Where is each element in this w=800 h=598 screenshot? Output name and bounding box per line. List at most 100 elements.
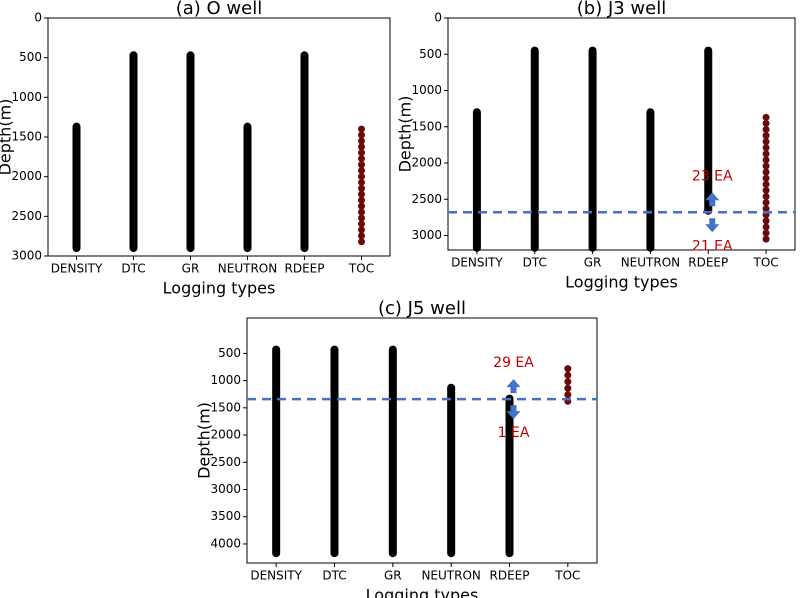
- y-tick-label: 2500: [411, 192, 442, 206]
- plot-frame: [246, 317, 598, 564]
- y-tick-label: 2000: [411, 156, 442, 170]
- x-tick-label: RDEEP: [490, 569, 530, 583]
- toc-dot: [762, 235, 770, 243]
- toc-samples: [358, 125, 365, 246]
- toc-dot: [358, 149, 365, 157]
- arrow-up: [506, 379, 521, 394]
- y-tick-label: 1000: [210, 373, 241, 387]
- toc-dot: [762, 180, 770, 188]
- x-tick-label: DTC: [322, 569, 346, 583]
- toc-dot: [564, 365, 572, 373]
- arrow-down: [506, 405, 521, 420]
- y-tick-label: 0: [434, 11, 442, 25]
- y-tick-label: 1500: [11, 130, 42, 144]
- toc-dot: [358, 155, 365, 163]
- y-tick-label: 1000: [411, 83, 442, 97]
- toc-dot: [358, 190, 365, 198]
- y-tick-label: 2000: [11, 169, 42, 183]
- toc-dot: [762, 192, 770, 200]
- toc-dot: [762, 205, 770, 213]
- chart-title: (a) O well: [176, 0, 262, 19]
- toc-dot: [762, 138, 770, 146]
- toc-dot: [358, 167, 365, 175]
- x-tick-label: DENSITY: [250, 569, 302, 583]
- toc-dot: [358, 143, 365, 151]
- toc-dot: [358, 196, 365, 204]
- x-tick-label: NEUTRON: [421, 569, 480, 583]
- toc-dot: [358, 202, 365, 210]
- y-tick-label: 2500: [11, 209, 42, 223]
- toc-dot: [358, 131, 365, 139]
- toc-dot: [762, 168, 770, 176]
- toc-dot: [762, 119, 770, 127]
- y-tick-label: 2500: [210, 455, 241, 469]
- plot-frame: [447, 17, 796, 251]
- arrow-down: [705, 218, 720, 233]
- toc-dot: [358, 220, 365, 228]
- y-tick-label: 500: [218, 346, 241, 360]
- y-tick-label: 1000: [11, 90, 42, 104]
- count-above: 23 EA: [692, 168, 733, 184]
- chart-title: (b) J3 well: [577, 0, 666, 19]
- x-axis-label: Logging types: [163, 279, 276, 298]
- subplot: (a) O well Logging types Depth(m) 0 500 1000 1…: [0, 0, 391, 298]
- toc-dot: [762, 150, 770, 158]
- y-tick-label: 3500: [210, 509, 241, 523]
- plot-frame: [47, 17, 391, 257]
- x-tick-label: GR: [584, 256, 602, 270]
- y-tick-label: 0: [34, 11, 42, 25]
- toc-dot: [762, 186, 770, 194]
- toc-dot: [358, 226, 365, 234]
- x-tick-label: NEUTRON: [621, 256, 680, 270]
- toc-dot: [762, 113, 770, 121]
- toc-dot: [358, 238, 365, 246]
- y-axis-label: Depth(m): [0, 99, 15, 176]
- count-below: 1 EA: [498, 425, 530, 441]
- x-tick-label: DTC: [121, 262, 145, 276]
- toc-dot: [358, 161, 365, 169]
- toc-dot: [358, 172, 365, 180]
- toc-dot: [564, 384, 572, 392]
- x-axis-label: Logging types: [366, 586, 479, 598]
- toc-dot: [762, 223, 770, 231]
- toc-dot: [762, 156, 770, 164]
- toc-dot: [358, 232, 365, 240]
- toc-dot: [762, 162, 770, 170]
- y-tick-label: 3000: [11, 249, 42, 263]
- x-tick-label: DENSITY: [51, 262, 103, 276]
- arrow-up: [705, 192, 720, 207]
- toc-dot: [358, 184, 365, 192]
- x-tick-label: RDEEP: [285, 262, 325, 276]
- subplot: (b) J3 well Logging types Depth(m) 0 500 1000…: [396, 0, 796, 292]
- toc-dot: [762, 229, 770, 237]
- x-tick-label: GR: [182, 262, 200, 276]
- x-tick-label: NEUTRON: [218, 262, 277, 276]
- toc-dot: [358, 178, 365, 186]
- toc-dot: [762, 174, 770, 182]
- y-tick-label: 1500: [411, 119, 442, 133]
- x-tick-label: DENSITY: [451, 256, 503, 270]
- toc-dot: [358, 214, 365, 222]
- y-tick-label: 4000: [210, 536, 241, 550]
- y-tick-label: 3000: [411, 228, 442, 242]
- toc-dot: [358, 125, 365, 133]
- x-tick-label: TOC: [753, 256, 779, 270]
- toc-dot: [762, 217, 770, 225]
- x-tick-label: GR: [384, 569, 402, 583]
- count-above: 29 EA: [493, 355, 534, 371]
- y-tick-label: 500: [419, 47, 442, 61]
- y-axis-label: Depth(m): [195, 402, 214, 479]
- y-tick-label: 1500: [210, 400, 241, 414]
- toc-dot: [762, 199, 770, 207]
- toc-dot: [762, 144, 770, 152]
- x-tick-label: RDEEP: [688, 256, 728, 270]
- x-tick-label: TOC: [348, 262, 374, 276]
- x-tick-label: TOC: [554, 569, 580, 583]
- toc-dot: [564, 391, 572, 399]
- toc-dot: [564, 378, 572, 386]
- y-tick-label: 2000: [210, 428, 241, 442]
- toc-dot: [762, 132, 770, 140]
- chart-title: (c) J5 well: [378, 298, 466, 319]
